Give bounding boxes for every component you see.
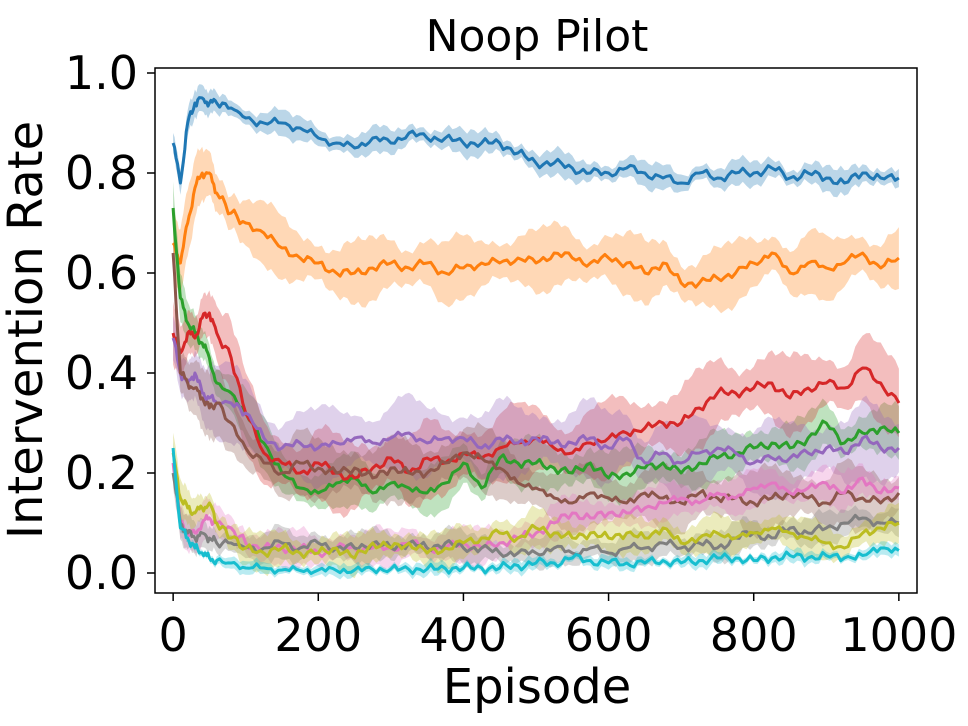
series-1-line: [171, 96, 900, 186]
x-tick-label: 600: [565, 608, 653, 662]
plot-frame: [154, 67, 918, 594]
x-tick-label: 800: [710, 608, 798, 662]
series-8-band: [173, 457, 899, 571]
x-axis-label: Episode: [443, 659, 632, 715]
y-axis-label: Intervention Rate: [0, 121, 54, 539]
y-tick-label: 0.6: [65, 246, 138, 300]
series-5-line: [171, 337, 900, 466]
x-axis-ticks: 0 200 400 600 800 1000: [159, 593, 957, 662]
series-8-line: [171, 472, 900, 558]
series-7-band: [173, 449, 899, 573]
y-tick-label: 0.0: [65, 546, 138, 600]
series-lines: [171, 96, 901, 576]
y-tick-label: 0.4: [65, 346, 138, 400]
x-tick-label: 1000: [840, 608, 957, 662]
series-4-line: [171, 311, 901, 481]
series-10-band: [173, 442, 899, 580]
x-tick-label: 400: [420, 608, 508, 662]
series-2-line: [171, 171, 900, 289]
series-3-band: [173, 181, 899, 518]
series-3-line: [171, 207, 901, 496]
series-10-line: [171, 447, 900, 576]
confidence-bands: [173, 84, 899, 580]
y-tick-label: 0.8: [65, 146, 138, 200]
chart-title: Noop Pilot: [426, 11, 649, 62]
series-1-band: [173, 84, 899, 198]
series-4-band: [173, 290, 899, 518]
x-tick-label: 0: [159, 608, 188, 662]
series-6-band: [173, 236, 899, 540]
series-6-line: [171, 252, 901, 508]
series-9-band: [173, 432, 899, 579]
series-9-line: [171, 452, 900, 560]
y-tick-label: 1.0: [65, 46, 138, 100]
y-axis-ticks: 0.0 0.2 0.4 0.6 0.8 1.0: [65, 46, 155, 600]
y-tick-label: 0.2: [65, 446, 138, 500]
x-tick-label: 200: [274, 608, 362, 662]
